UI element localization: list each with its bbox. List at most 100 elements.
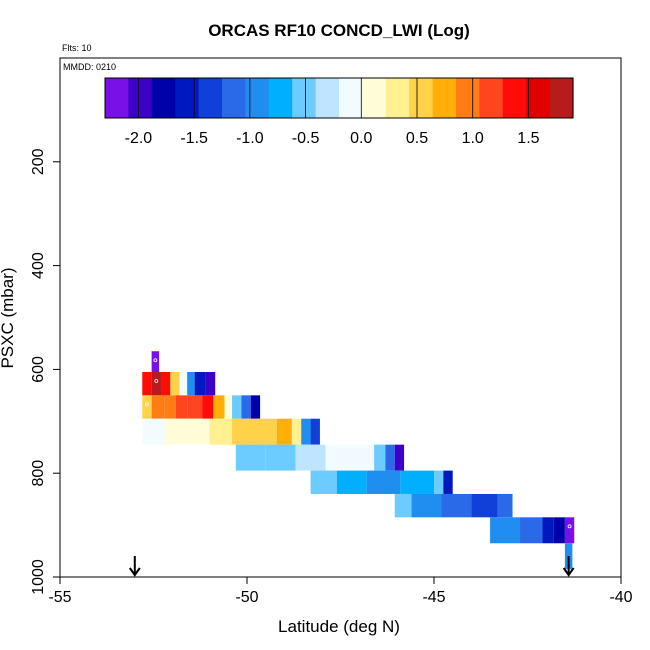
colorbar-swatch <box>128 78 153 118</box>
heatmap-cell <box>213 395 225 419</box>
heatmap-cell <box>291 418 302 445</box>
heatmap-cell <box>301 418 311 445</box>
heatmap-cell <box>325 444 348 471</box>
x-tick-label: -40 <box>609 589 632 606</box>
x-tick-label: -55 <box>48 589 71 606</box>
heatmap-cell <box>209 418 233 445</box>
flights-note: Flts: 10 <box>62 43 92 53</box>
heatmap-cell <box>224 395 233 419</box>
heatmap-cell <box>411 493 442 518</box>
heatmap-cell <box>187 418 210 445</box>
colorbar-swatch <box>409 78 434 118</box>
heatmap-cell <box>347 444 375 471</box>
heatmap-cell <box>443 470 453 494</box>
colorbar-swatch <box>198 78 223 118</box>
colorbar-swatch <box>526 78 551 118</box>
sample-marker <box>154 379 159 383</box>
heatmap-cell <box>295 444 326 471</box>
heatmap-cell <box>179 371 188 396</box>
x-axis: -55 -50 -45 -40 <box>48 577 633 606</box>
heatmap-cell <box>366 470 401 494</box>
colorbar-swatch <box>339 78 363 118</box>
heatmap-cell <box>471 493 498 518</box>
x-tick-label: -45 <box>422 589 445 606</box>
colorbar-frame <box>104 77 574 119</box>
colorbar-tick-label: 0.0 <box>350 130 372 147</box>
x-tick-label: -50 <box>235 589 258 606</box>
colorbar-swatch <box>479 78 504 118</box>
colorbar-tick-label: 1.5 <box>517 130 539 147</box>
y-tick-label: 800 <box>30 460 47 487</box>
colorbar-tick-label: -0.5 <box>292 130 320 147</box>
heatmap-cell <box>254 418 277 445</box>
y-tick-label: 400 <box>30 252 47 279</box>
colorbar-swatch <box>245 78 270 118</box>
colorbar-swatch <box>151 78 176 118</box>
heatmap-cell <box>310 470 337 494</box>
flight-arrows <box>128 556 575 577</box>
heatmap-cell <box>250 395 261 419</box>
colorbar-swatch <box>549 78 574 118</box>
y-tick-label: 1000 <box>30 559 47 595</box>
heatmap-cell <box>374 444 386 471</box>
heatmap-cell <box>542 517 554 544</box>
colorbar-swatch <box>268 78 293 118</box>
colorbar-swatch <box>385 78 410 118</box>
heatmap-cell <box>276 418 292 445</box>
chart-title: ORCAS RF10 CONCD_LWI (Log) <box>208 21 470 40</box>
heatmap-cell <box>170 371 180 396</box>
sample-marker <box>145 402 149 407</box>
arrow-head <box>128 567 141 577</box>
heatmap-cell <box>490 517 521 544</box>
heatmap-cell <box>160 371 171 396</box>
heatmap-cell <box>336 470 367 494</box>
heatmap-cell <box>434 470 444 494</box>
heatmap-cell <box>520 517 543 544</box>
heatmap-cell <box>265 444 296 471</box>
heatmap-cell <box>235 444 266 471</box>
y-axis-label: PSXC (mbar) <box>0 267 17 368</box>
heatmap-cell <box>142 371 152 396</box>
colorbar-swatch <box>222 78 246 118</box>
colorbar-swatch <box>315 78 340 118</box>
date-note: MMDD: 0210 <box>63 62 116 72</box>
heatmap-cells <box>142 351 575 570</box>
heatmap-cell <box>232 418 255 445</box>
heatmap-cell <box>497 493 513 518</box>
heatmap-cell <box>241 395 251 419</box>
heatmap-cell <box>310 418 320 445</box>
plot-frame <box>59 57 622 578</box>
colorbar-swatch <box>362 78 387 118</box>
heatmap-cell <box>164 395 176 419</box>
y-axis: 200 400 600 800 1000 <box>30 148 60 595</box>
heatmap-cell <box>205 371 216 396</box>
colorbar-swatch <box>432 78 457 118</box>
heatmap-cell <box>385 444 395 471</box>
colorbar-swatch <box>456 78 480 118</box>
sample-marker <box>153 358 158 363</box>
y-tick-label: 200 <box>30 148 47 175</box>
heatmap-cell <box>394 444 405 471</box>
colorbar-tick-label: 1.0 <box>462 130 484 147</box>
colorbar-swatch <box>105 78 129 118</box>
heatmap-cell <box>142 418 165 445</box>
heatmap-cell <box>164 418 188 445</box>
colorbar-tick-label: -1.0 <box>236 130 264 147</box>
colorbar-tick-label: -1.5 <box>180 130 208 147</box>
heatmap-cell <box>175 395 188 419</box>
colorbar: -2.0 -1.5 -1.0 -0.5 0.0 0.5 1.0 1.5 <box>104 77 574 147</box>
heatmap-cell <box>187 395 203 419</box>
sample-marker <box>567 524 572 529</box>
heatmap-cell <box>151 395 165 419</box>
heatmap-cell <box>441 493 472 518</box>
x-axis-label: Latitude (deg N) <box>278 617 400 636</box>
heatmap-cell <box>151 371 161 396</box>
heatmap-cell <box>553 517 565 544</box>
colorbar-swatch <box>502 78 527 118</box>
colorbar-swatch <box>175 78 200 118</box>
heatmap-cell <box>194 371 206 396</box>
heatmap-cell <box>202 395 214 419</box>
colorbar-swatch <box>292 78 317 118</box>
heatmap-cell <box>400 470 434 494</box>
